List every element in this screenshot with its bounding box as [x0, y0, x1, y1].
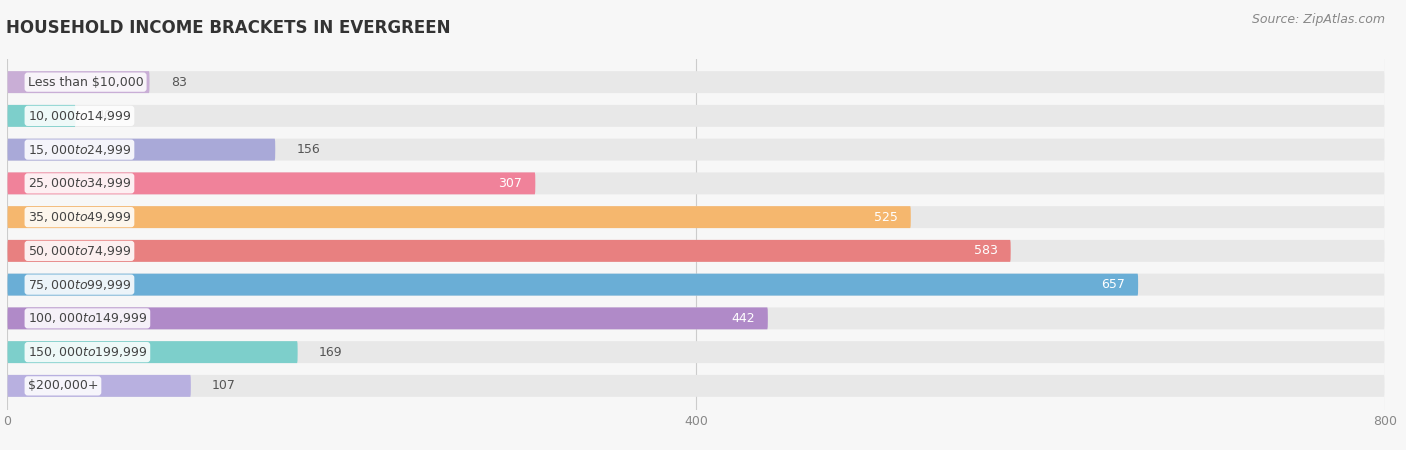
- Text: 169: 169: [319, 346, 343, 359]
- FancyBboxPatch shape: [7, 341, 298, 363]
- FancyBboxPatch shape: [7, 105, 76, 127]
- FancyBboxPatch shape: [7, 172, 536, 194]
- FancyBboxPatch shape: [7, 139, 1385, 161]
- Text: 307: 307: [498, 177, 522, 190]
- Text: $75,000 to $99,999: $75,000 to $99,999: [28, 278, 131, 292]
- FancyBboxPatch shape: [7, 375, 191, 397]
- Text: 583: 583: [973, 244, 997, 257]
- FancyBboxPatch shape: [7, 274, 1137, 296]
- Text: Source: ZipAtlas.com: Source: ZipAtlas.com: [1251, 14, 1385, 27]
- FancyBboxPatch shape: [7, 206, 1385, 228]
- FancyBboxPatch shape: [7, 139, 276, 161]
- FancyBboxPatch shape: [7, 105, 1385, 127]
- FancyBboxPatch shape: [7, 240, 1385, 262]
- FancyBboxPatch shape: [7, 240, 1011, 262]
- Text: $150,000 to $199,999: $150,000 to $199,999: [28, 345, 148, 359]
- FancyBboxPatch shape: [7, 375, 1385, 397]
- Text: 525: 525: [873, 211, 897, 224]
- Text: $10,000 to $14,999: $10,000 to $14,999: [28, 109, 131, 123]
- Text: HOUSEHOLD INCOME BRACKETS IN EVERGREEN: HOUSEHOLD INCOME BRACKETS IN EVERGREEN: [6, 19, 450, 37]
- Text: 107: 107: [212, 379, 236, 392]
- Text: $25,000 to $34,999: $25,000 to $34,999: [28, 176, 131, 190]
- Text: $35,000 to $49,999: $35,000 to $49,999: [28, 210, 131, 224]
- FancyBboxPatch shape: [7, 274, 1385, 296]
- Text: $15,000 to $24,999: $15,000 to $24,999: [28, 143, 131, 157]
- FancyBboxPatch shape: [7, 307, 768, 329]
- Text: 442: 442: [731, 312, 755, 325]
- Text: 156: 156: [297, 143, 321, 156]
- FancyBboxPatch shape: [7, 172, 1385, 194]
- FancyBboxPatch shape: [7, 71, 149, 93]
- FancyBboxPatch shape: [7, 71, 1385, 93]
- FancyBboxPatch shape: [7, 341, 1385, 363]
- Text: 40: 40: [97, 109, 112, 122]
- Text: 83: 83: [170, 76, 187, 89]
- Text: 657: 657: [1101, 278, 1125, 291]
- Text: Less than $10,000: Less than $10,000: [28, 76, 143, 89]
- FancyBboxPatch shape: [7, 307, 1385, 329]
- Text: $50,000 to $74,999: $50,000 to $74,999: [28, 244, 131, 258]
- Text: $200,000+: $200,000+: [28, 379, 98, 392]
- FancyBboxPatch shape: [7, 206, 911, 228]
- Text: $100,000 to $149,999: $100,000 to $149,999: [28, 311, 148, 325]
